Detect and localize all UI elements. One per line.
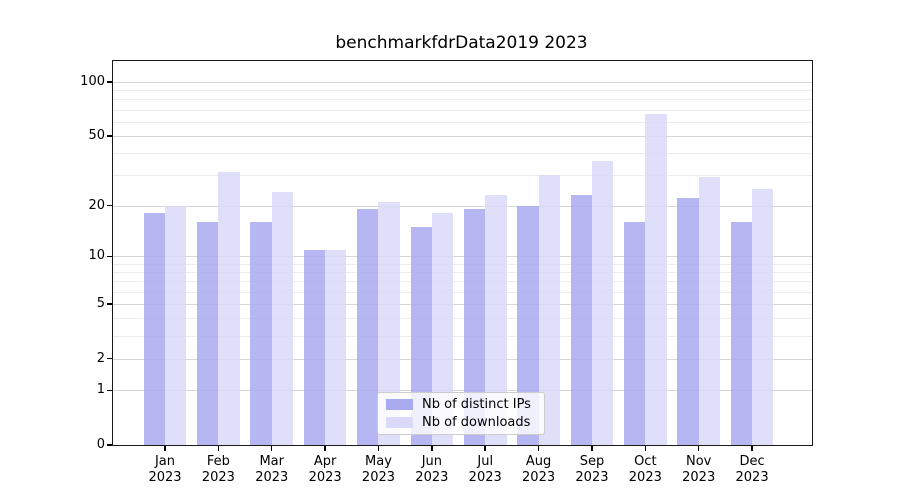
y-tick-mark [107, 204, 112, 207]
y-tick-mark [107, 81, 112, 83]
x-tick-label-oct: Oct 2023 [628, 454, 662, 485]
legend: Nb of distinct IPs Nb of downloads [377, 392, 545, 435]
y-tick-mark [107, 303, 112, 305]
x-tick-label-aug: Aug 2023 [522, 454, 556, 485]
bar-downloads [591, 160, 614, 445]
legend-item-distinct-ips: Nb of distinct IPs [386, 397, 538, 412]
x-tick-label-mar: Mar 2023 [255, 454, 289, 485]
bar-distinct-ips [197, 222, 219, 445]
bar-distinct-ips [570, 195, 592, 445]
gridline-minor [113, 90, 812, 92]
bar-downloads [325, 249, 347, 445]
x-tick-label-dec: Dec 2023 [735, 454, 769, 485]
y-tick-label-50: 50 [88, 127, 105, 143]
x-tick-label-jul: Jul 2023 [468, 454, 502, 485]
x-tick-mark [697, 446, 700, 451]
y-tick-mark [107, 255, 112, 258]
bar-downloads [698, 177, 721, 445]
bar-downloads [645, 114, 667, 445]
y-tick-label-10: 10 [88, 248, 105, 264]
x-tick-label-feb: Feb 2023 [201, 454, 235, 485]
y-tick-label-1: 1 [96, 382, 105, 398]
bar-distinct-ips [730, 222, 753, 445]
gridline-major [113, 82, 812, 84]
bar-downloads [378, 201, 400, 445]
y-tick-mark [107, 357, 112, 360]
x-tick-mark [751, 446, 753, 451]
plot-area: Nb of distinct IPs Nb of downloads 0 1 2 5 1… [80, 60, 813, 485]
bar-distinct-ips [303, 249, 326, 445]
gridline-minor [113, 152, 812, 154]
gridline-major [113, 135, 812, 137]
bar-distinct-ips [677, 198, 699, 445]
gridline-minor [113, 281, 812, 283]
y-tick-mark [107, 444, 112, 446]
gridline-minor [113, 109, 812, 111]
x-tick-mark [591, 446, 593, 451]
x-tick-label-may: May 2023 [361, 454, 396, 485]
x-tick-mark [377, 446, 380, 451]
bar-downloads [431, 213, 454, 445]
x-tick-mark [270, 446, 273, 451]
gridline-major [113, 304, 812, 306]
bar-downloads [271, 191, 294, 445]
bar-downloads [165, 205, 187, 445]
bar-distinct-ips [357, 209, 379, 445]
gridline-major [113, 256, 812, 258]
gridline-minor [113, 318, 812, 320]
gridline-major [113, 358, 812, 360]
y-tick-label-0: 0 [96, 437, 105, 452]
x-tick-mark [324, 446, 326, 451]
legend-swatch-downloads [386, 417, 413, 428]
x-tick-mark [537, 446, 540, 451]
bar-downloads [538, 174, 560, 445]
x-tick-label-jun: Jun 2023 [415, 454, 449, 485]
gridline-major [113, 205, 812, 207]
gridline-major [113, 390, 812, 392]
x-tick-mark [431, 446, 433, 451]
bar-downloads [218, 172, 240, 445]
legend-label-distinct-ips: Nb of distinct IPs [422, 397, 531, 412]
x-tick-label-sep: Sep 2023 [575, 454, 609, 485]
gridline-minor [113, 291, 812, 293]
legend-label-downloads: Nb of downloads [422, 415, 531, 430]
y-tick-label-2: 2 [96, 350, 105, 366]
x-tick-label-jan: Jan 2023 [148, 454, 182, 485]
chart-title: benchmarkfdrData2019 2023 [335, 33, 588, 53]
bar-distinct-ips [463, 209, 486, 445]
x-tick-label-nov: Nov 2023 [682, 454, 716, 485]
bar-distinct-ips [517, 205, 539, 445]
bar-downloads [752, 188, 774, 445]
gridline-minor [113, 121, 812, 123]
x-tick-mark [644, 446, 647, 451]
x-tick-mark [484, 446, 486, 451]
y-tick-mark [107, 135, 112, 137]
bar-distinct-ips [623, 222, 646, 445]
x-tick-label-apr: Apr 2023 [308, 454, 342, 485]
y-tick-label-100: 100 [80, 74, 105, 90]
gridline-minor [113, 263, 812, 265]
gridline-minor [113, 174, 812, 176]
bar-distinct-ips [410, 226, 432, 445]
gridline-minor [113, 99, 812, 101]
legend-item-downloads: Nb of downloads [386, 415, 538, 430]
gridline-minor [113, 272, 812, 274]
gridline-minor [113, 335, 812, 337]
x-tick-mark [217, 446, 220, 451]
x-tick-mark [164, 446, 166, 451]
bar-downloads [485, 195, 507, 445]
legend-swatch-distinct-ips [386, 399, 413, 410]
y-tick-mark [107, 389, 112, 392]
bar-distinct-ips [250, 222, 272, 445]
y-tick-label-20: 20 [88, 197, 105, 213]
bar-distinct-ips [143, 213, 165, 445]
y-tick-label-5: 5 [96, 296, 105, 312]
